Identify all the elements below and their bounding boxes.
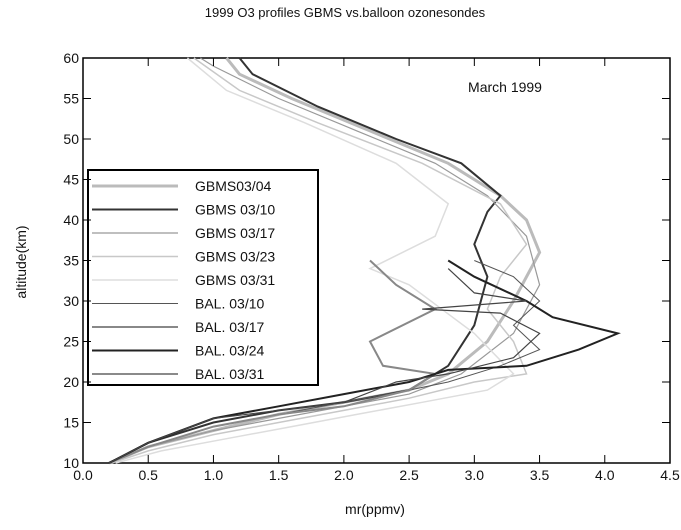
y-tick-label: 50	[63, 131, 79, 147]
legend-box	[87, 169, 319, 386]
y-tick-label: 25	[63, 334, 79, 350]
y-tick-label: 15	[63, 415, 79, 431]
x-tick-label: 0.5	[138, 467, 158, 483]
y-tick-label: 20	[63, 374, 79, 390]
profile-line	[111, 57, 541, 464]
x-tick-label: 3.5	[530, 467, 550, 483]
legend-label: GBMS 03/31	[195, 272, 275, 288]
x-tick-label: 2.0	[334, 467, 354, 483]
legend-label: GBMS03/04	[195, 178, 271, 194]
legend-label: GBMS 03/10	[195, 202, 275, 218]
y-tick-label: 35	[63, 253, 79, 269]
y-tick-label: 45	[63, 172, 79, 188]
x-tick-label: 4.0	[595, 467, 615, 483]
annotation: March 1999	[468, 79, 542, 95]
y-tick-label: 60	[63, 50, 79, 66]
legend-label: GBMS 03/17	[195, 225, 275, 241]
legend-label: BAL. 03/24	[195, 343, 264, 359]
profile-line	[108, 259, 439, 464]
profile-line	[111, 57, 528, 464]
legend-label: BAL. 03/31	[195, 366, 264, 382]
y-tick-label: 30	[63, 293, 79, 309]
x-tick-label: 1.5	[269, 467, 289, 483]
y-tick-label: 55	[63, 91, 79, 107]
legend-label: BAL. 03/10	[195, 296, 264, 312]
x-axis-label: mr(ppmv)	[345, 501, 405, 517]
y-axis-label: altitude(km)	[13, 225, 29, 298]
y-tick-label: 10	[63, 455, 79, 471]
chart-title: 1999 O3 profiles GBMS vs.balloon ozoneso…	[205, 5, 486, 20]
x-tick-label: 0.0	[73, 467, 93, 483]
profile-line	[108, 268, 541, 464]
profile-line	[115, 57, 515, 464]
legend-label: BAL. 03/17	[195, 319, 264, 335]
x-tick-label: 3.0	[465, 467, 485, 483]
profile-line	[108, 259, 621, 464]
x-tick-label: 1.0	[204, 467, 224, 483]
profile-line	[108, 57, 502, 464]
y-tick-label: 40	[63, 212, 79, 228]
x-tick-label: 4.5	[660, 467, 680, 483]
profile-line	[108, 57, 542, 465]
x-tick-label: 2.5	[399, 467, 419, 483]
legend-label: GBMS 03/23	[195, 249, 275, 265]
